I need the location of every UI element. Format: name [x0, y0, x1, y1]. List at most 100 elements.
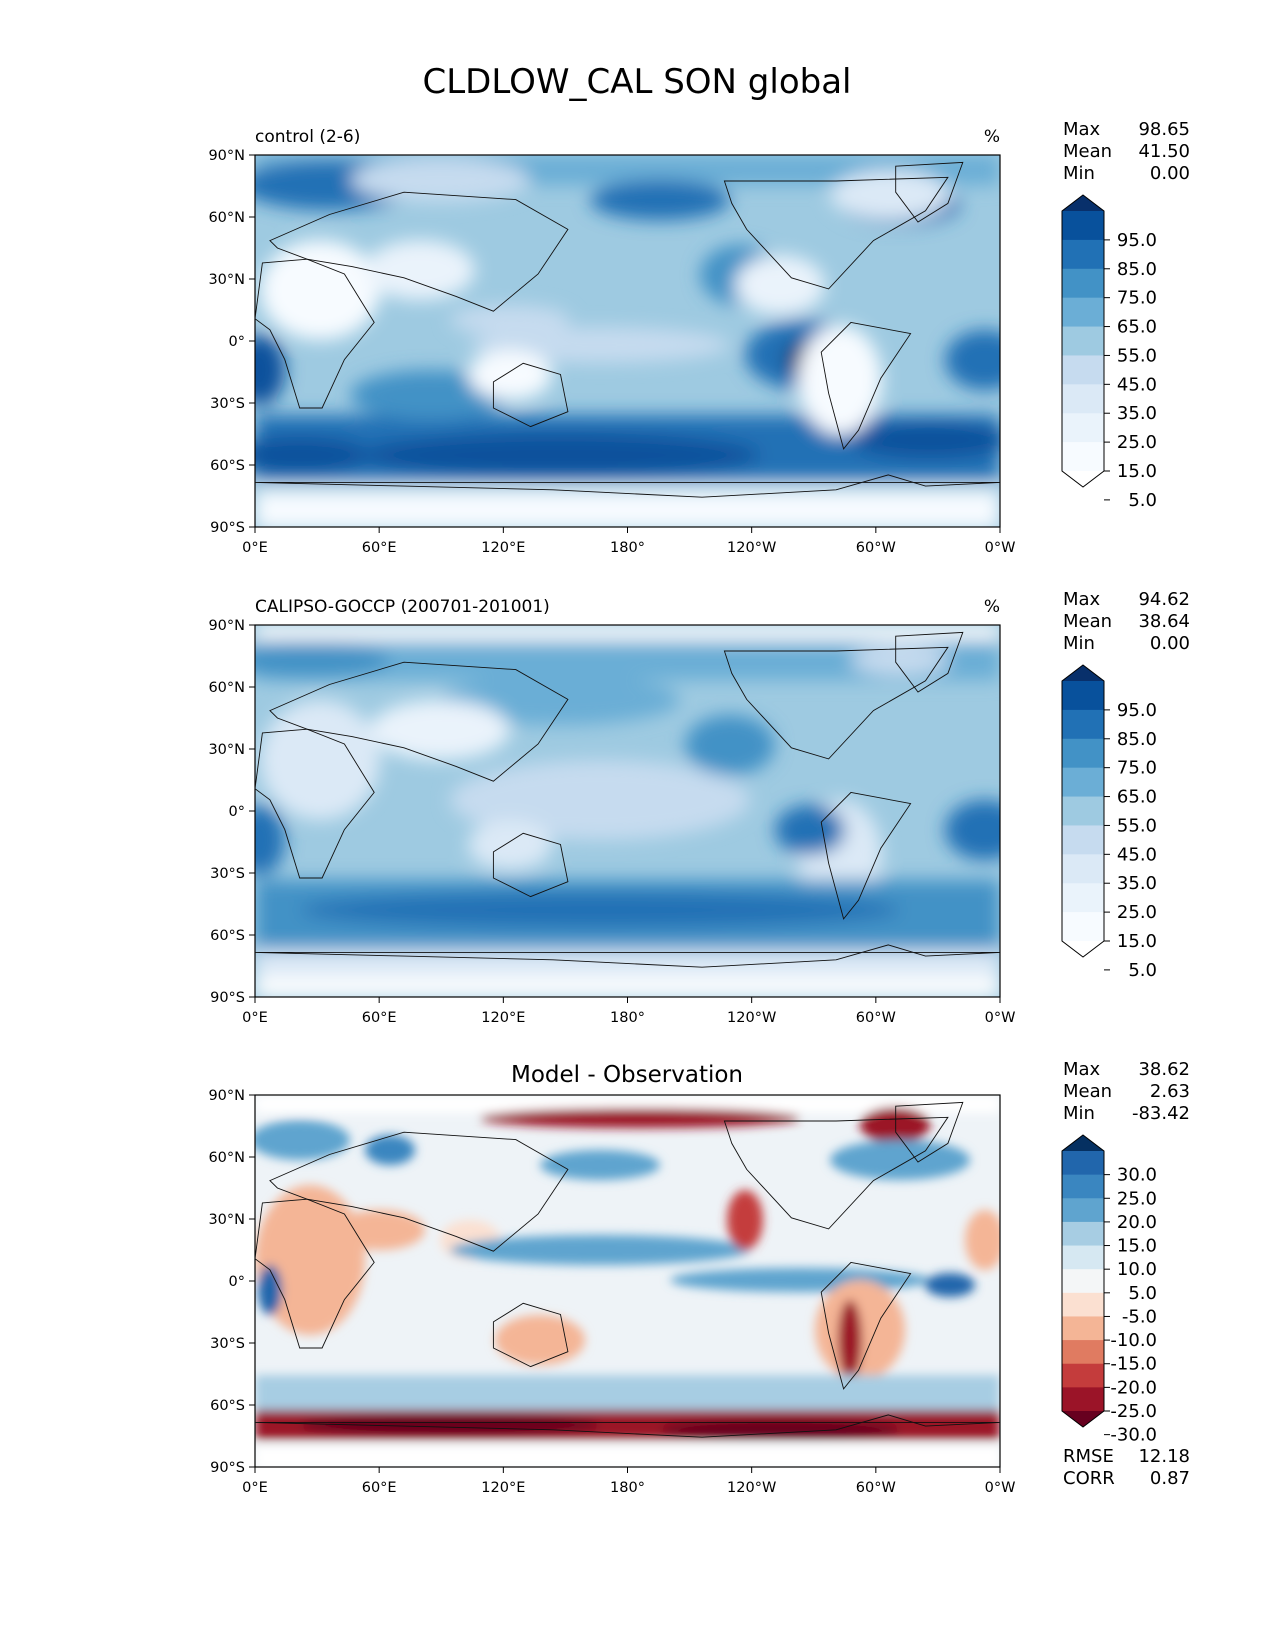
lon-tick-label: 60°E [362, 540, 397, 556]
colorbar-tick-label: 75.0 [1117, 288, 1157, 309]
coastline-segment [254, 728, 375, 879]
lon-tick-label: 60°W [856, 540, 896, 556]
colorbar-bin [1062, 1363, 1104, 1388]
panel-units: % [984, 127, 1000, 147]
colorbar-tick-label: 5.0 [1128, 490, 1157, 511]
colorbar-bin [1062, 442, 1104, 472]
colorbar-bin [1062, 709, 1104, 740]
colorbar-tick-label: 85.0 [1117, 259, 1157, 280]
stat-value: 41.50 [1138, 141, 1190, 162]
stat-value: 38.62 [1138, 1059, 1190, 1080]
lon-tick-label: 120°E [481, 1480, 525, 1496]
coastline-segment [269, 191, 569, 312]
lat-tick-label: 60°S [210, 928, 245, 944]
coastline-segment [254, 258, 375, 409]
stat-label: Mean [1063, 141, 1112, 162]
lon-tick-label: 60°E [362, 1480, 397, 1496]
lat-tick-label: 60°N [208, 680, 245, 696]
colorbar-tick-label: -10.0 [1110, 1330, 1157, 1351]
lat-tick-label: 90°N [208, 148, 245, 164]
lon-tick-label: 60°E [362, 1010, 397, 1026]
colorbar-tick-label: -15.0 [1110, 1354, 1157, 1375]
colorbar-tick-label: 45.0 [1117, 374, 1157, 395]
coastlines-obs [254, 631, 1001, 968]
colorbar-bin [1062, 681, 1104, 711]
colorbar-bin [1062, 384, 1104, 414]
panel-left-title: control (2-6) [255, 127, 360, 147]
colorbar-bin [1062, 912, 1104, 942]
stat-label: Mean [1063, 1081, 1112, 1102]
colorbar-bin [1062, 297, 1104, 328]
stat-value: 0.87 [1150, 1468, 1190, 1489]
colorbar-bin [1062, 1221, 1104, 1247]
lat-tick-label: 60°N [208, 210, 245, 226]
lon-tick-label: 180° [610, 540, 645, 556]
lon-tick-label: 0°W [985, 540, 1016, 556]
stat-label: Min [1063, 633, 1095, 654]
colorbar-bin [1062, 1174, 1104, 1199]
coastline-segment [269, 661, 569, 782]
colorbar-tick-label: 35.0 [1117, 403, 1157, 424]
lat-tick-label: 30°N [208, 272, 245, 288]
coastlines-model [254, 161, 1001, 498]
map-field-diff [255, 1095, 1000, 1467]
colorbar-tick-label: 55.0 [1117, 815, 1157, 836]
lat-tick-label: 90°N [208, 618, 245, 634]
colorbar-bin [1062, 796, 1104, 827]
lon-tick-label: 120°E [481, 1010, 525, 1026]
colorbar-model: 95.0 85.0 75.0 65.0 55.0 45.0 35.0 25.0 15.0 5.0 [1061, 194, 1157, 511]
lat-tick-label: 30°N [208, 742, 245, 758]
lat-tick-label: 90°S [210, 990, 245, 1006]
coastline-segment [723, 1116, 949, 1230]
colorbar-bin [1062, 1316, 1104, 1341]
lat-tick-label: 30°N [208, 1212, 245, 1228]
colorbar-tick-label: -30.0 [1110, 1425, 1157, 1446]
stats-block-diff: Max 38.62 Mean 2.63 Min -83.42 RMSE 12.18 CORR 0.… [1063, 1059, 1190, 1489]
axes-obs: 90°N 60°N 30°N 0° 30°S 60°S 90°S 0°E 60°E 120°E 18… [208, 618, 1015, 1026]
colorbar-tick-label: 15.0 [1117, 461, 1157, 482]
lat-tick-label: 0° [229, 804, 245, 820]
stat-label: Max [1063, 1059, 1101, 1080]
colorbar-tick-label: 75.0 [1117, 758, 1157, 779]
stat-value: 0.00 [1150, 633, 1190, 654]
colorbar-bin [1062, 1292, 1104, 1318]
colorbar-bin [1062, 883, 1104, 913]
lat-tick-label: 90°N [208, 1088, 245, 1104]
coastline-segment [820, 791, 912, 920]
colorbar-tick-label: 95.0 [1117, 700, 1157, 721]
colorbar-bin [1062, 825, 1104, 855]
coastline-segment [820, 321, 912, 450]
stat-value: 0.00 [1150, 163, 1190, 184]
colorbar-tick-label: 25.0 [1117, 1188, 1157, 1209]
lat-tick-label: 60°N [208, 1150, 245, 1166]
colorbar-bin [1062, 413, 1104, 443]
colorbar-tick-label: 65.0 [1117, 317, 1157, 338]
lon-tick-label: 60°W [856, 1010, 896, 1026]
colorbar-tick-label: 55.0 [1117, 345, 1157, 366]
panel-diff: 90°N 60°N 30°N 0° 30°S 60°S 90°S 0°E 60°E 120°E 18… [208, 1059, 1190, 1496]
colorbar-bin [1062, 326, 1104, 357]
lat-tick-label: 60°S [210, 458, 245, 474]
lat-tick-label: 90°S [210, 1460, 245, 1476]
colorbar-extend-min [1062, 941, 1104, 957]
colorbar-bin [1062, 1198, 1104, 1223]
colorbar-bin [1062, 268, 1104, 299]
coastline-segment [254, 944, 1001, 968]
lon-tick-label: 0°W [985, 1010, 1016, 1026]
colorbar-tick-label: -5.0 [1122, 1306, 1157, 1327]
panel-left-title: CALIPSO-GOCCP (200701-201001) [255, 597, 550, 617]
lon-tick-label: 0°E [242, 540, 268, 556]
map-field-model [255, 155, 1000, 527]
colorbar-bin [1062, 767, 1104, 798]
panel-units: % [984, 597, 1000, 617]
coastline-segment [269, 1131, 569, 1252]
coastline-segment [254, 1198, 375, 1349]
colorbar-diff: 30.025.0 20.0 15.010.0 5.0-5.0 -10.0 -15.0-20… [1061, 1134, 1157, 1446]
map-field-obs [255, 625, 1000, 997]
stat-value: 94.62 [1138, 589, 1190, 610]
colorbar-outline [1061, 664, 1105, 958]
colorbar-tick-label: 30.0 [1117, 1165, 1157, 1186]
axes-model: 90°N 60°N 30°N 0° 30°S 60°S 90°S 0°E 60°E 120°E 18… [208, 148, 1015, 556]
stat-value: 38.64 [1138, 611, 1190, 632]
coastline-segment [492, 832, 569, 898]
